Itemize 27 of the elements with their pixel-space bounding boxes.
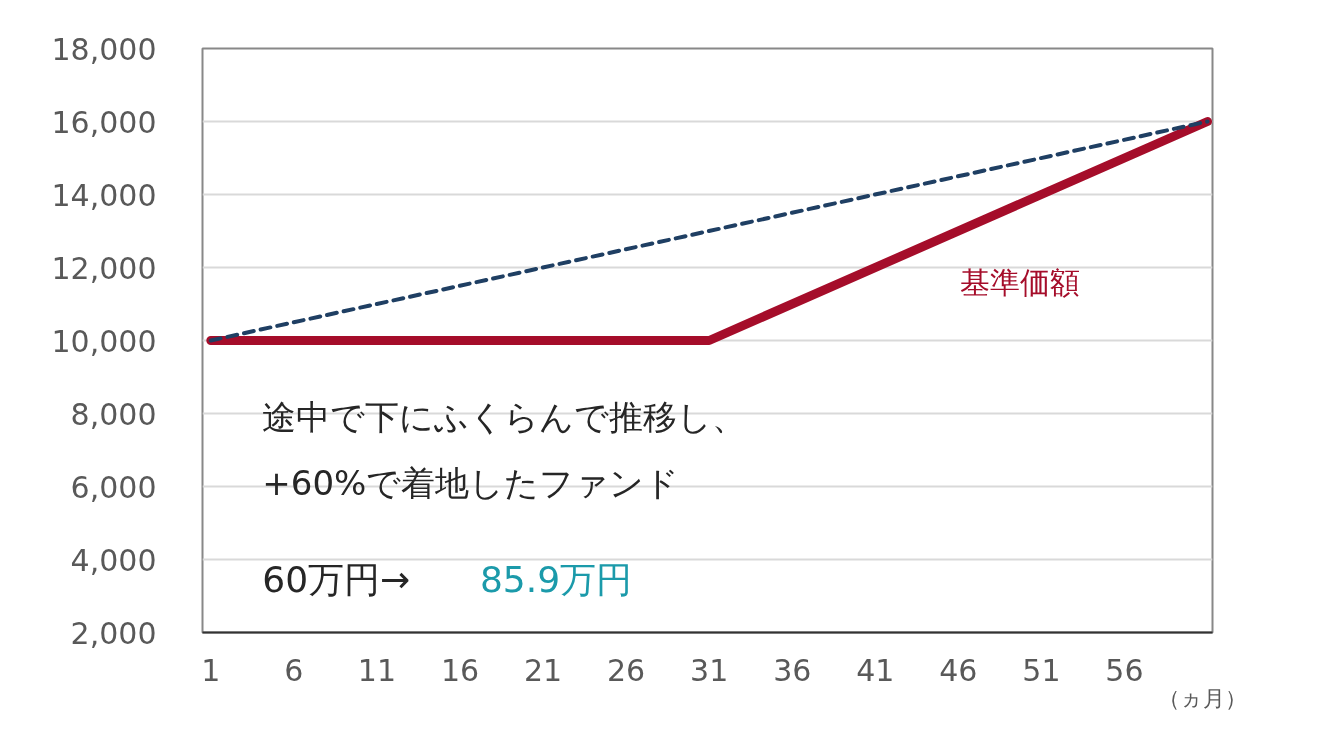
y-tick-label: 16,000 — [51, 104, 157, 140]
y-tick-label: 2,000 — [70, 615, 157, 651]
x-tick-label: 56 — [1105, 652, 1144, 688]
x-tick-label: 11 — [357, 652, 397, 688]
x-tick-label: 31 — [690, 652, 729, 688]
annotation: 60万円→ — [262, 558, 411, 600]
y-tick-label: 12,000 — [51, 250, 157, 286]
x-tick-label: 21 — [523, 652, 563, 688]
x-tick-label: 41 — [856, 652, 895, 688]
annotation: +60%で着地したファンド — [262, 462, 680, 503]
annotation: 途中で下にふくらんで推移し、 — [262, 397, 747, 438]
x-tick-label: 1 — [201, 652, 221, 688]
y-tick-label: 6,000 — [70, 469, 157, 505]
y-tick-label: 10,000 — [51, 323, 157, 359]
x-tick-label: 36 — [773, 652, 812, 688]
annotation: 85.9万円 — [479, 558, 633, 600]
y-tick-label: 14,000 — [51, 177, 157, 213]
x-tick-label: 16 — [440, 652, 480, 688]
x-tick-label: 6 — [284, 652, 304, 688]
y-tick-label: 18,000 — [51, 31, 157, 67]
y-tick-label: 4,000 — [70, 542, 157, 578]
x-axis-title: （ヵ月） — [1157, 685, 1247, 711]
y-tick-label: 8,000 — [70, 396, 157, 432]
series-label: 基準価額 — [960, 265, 1080, 301]
x-tick-label: 51 — [1022, 652, 1061, 688]
x-tick-label: 46 — [939, 652, 978, 688]
x-tick-label: 26 — [607, 652, 646, 688]
